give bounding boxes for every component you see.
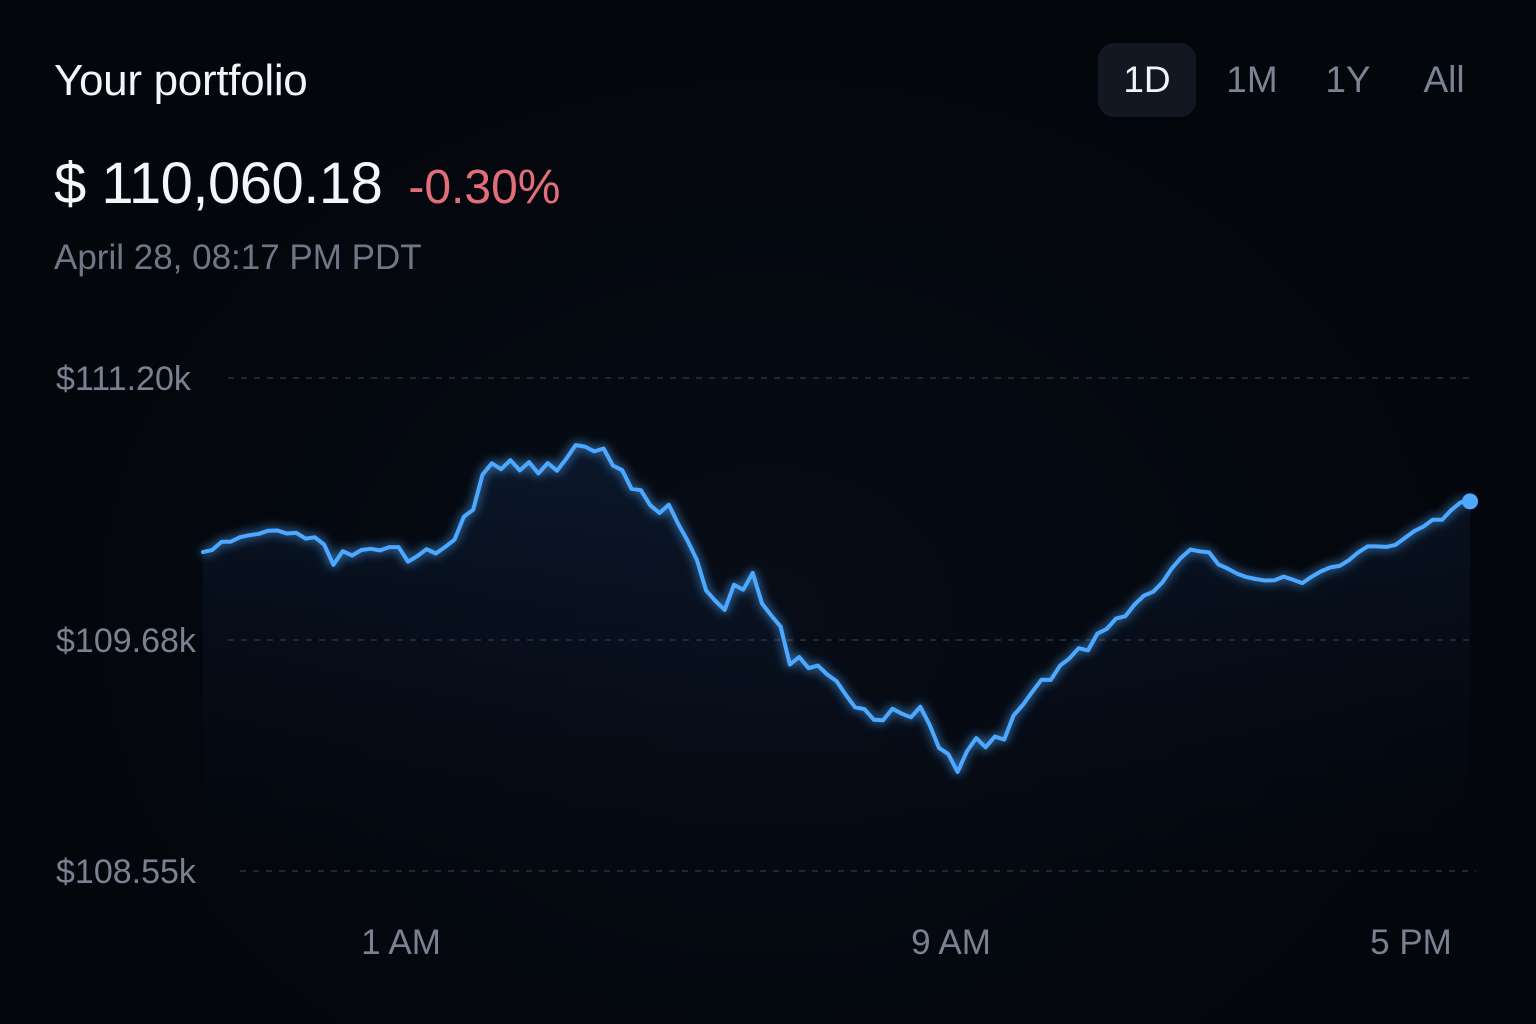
y-tick-label: $111.20k: [56, 360, 192, 398]
page-title: Your portfolio: [54, 56, 308, 105]
portfolio-timestamp: April 28, 08:17 PM PDT: [54, 238, 422, 277]
range-tab-all[interactable]: All: [1423, 59, 1465, 100]
portfolio-value: $ 110,060.18: [54, 151, 383, 216]
x-tick-label: 5 PM: [1370, 923, 1452, 962]
chart-series-line: [201, 443, 1472, 774]
range-tab-1m[interactable]: 1M: [1226, 59, 1278, 100]
y-tick-label: $108.55k: [56, 853, 197, 891]
chart-endpoint-dot: [1462, 493, 1478, 510]
x-tick-label: 9 AM: [911, 923, 991, 962]
chart-area-fill: [203, 445, 1470, 871]
y-tick-label: $109.68k: [56, 622, 197, 660]
x-tick-label: 1 AM: [361, 923, 441, 962]
portfolio-change: -0.30%: [408, 161, 561, 214]
portfolio-value-row: $ 110,060.18 -0.30%: [54, 150, 560, 217]
time-range-selector: 1D 1M 1Y All: [1098, 43, 1484, 117]
range-tab-1y[interactable]: 1Y: [1325, 59, 1371, 100]
range-tab-1d[interactable]: 1D: [1098, 43, 1196, 117]
